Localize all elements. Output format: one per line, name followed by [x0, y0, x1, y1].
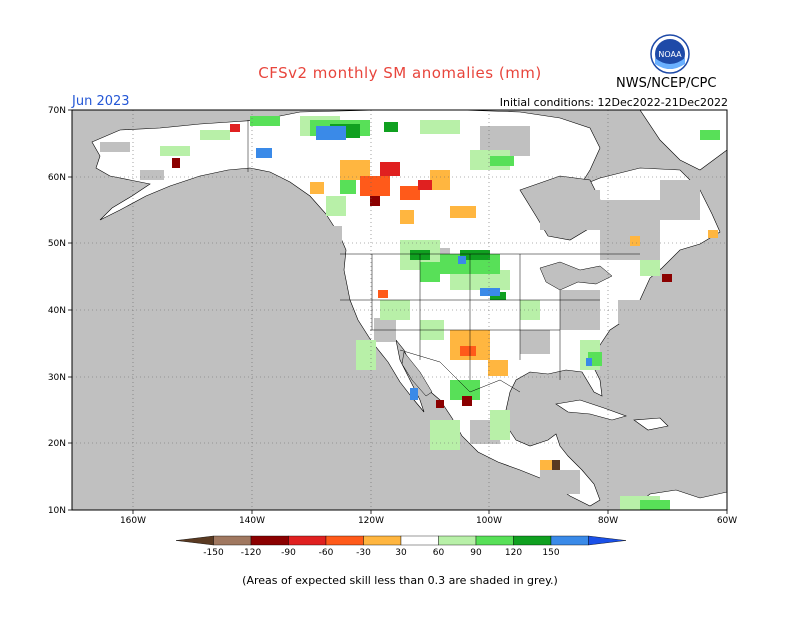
colorbar-label: -150 [203, 548, 224, 558]
x-tick-label: 120W [358, 516, 384, 526]
y-tick-label: 60N [48, 173, 66, 183]
svg-text:NOAA: NOAA [658, 50, 682, 59]
y-tick-label: 40N [48, 306, 66, 316]
greenland-land [639, 110, 727, 171]
colorbar-segment [400, 535, 439, 546]
noaa-logo: NOAA [650, 34, 690, 74]
colorbar-segment [550, 535, 589, 546]
colorbar-label: 150 [542, 548, 559, 558]
y-tick-label: 20N [48, 439, 66, 449]
colorbar-segment [175, 535, 214, 546]
colorbar-label: -30 [356, 548, 371, 558]
anomaly-cells [160, 116, 720, 510]
x-tick-label: 140W [239, 516, 265, 526]
colorbar-segment [475, 535, 514, 546]
colorbar-label: 120 [505, 548, 522, 558]
colorbar-label: 90 [470, 548, 482, 558]
colorbar-label: 60 [433, 548, 445, 558]
colorbar-segment [363, 535, 402, 546]
organization-label: NWS/NCEP/CPC [616, 76, 717, 91]
map-title: CFSv2 monthly SM anomalies (mm) [258, 64, 542, 82]
skill-footnote: (Areas of expected skill less than 0.3 a… [242, 574, 558, 587]
gulf-of-california [401, 351, 433, 397]
y-tick-label: 70N [48, 106, 66, 116]
gridlines [72, 110, 727, 510]
forecast-month: Jun 2023 [72, 94, 130, 109]
cuba-land [555, 399, 627, 421]
x-tick-label: 100W [476, 516, 502, 526]
colorbar-label: -120 [241, 548, 262, 558]
colorbar: -150 -120 -90 -60 -30 30 60 90 120 150 [175, 535, 627, 558]
colorbar-label: 30 [395, 548, 407, 558]
political-borders [247, 120, 640, 393]
initial-conditions: Initial conditions: 12Dec2022-21Dec2022 [499, 96, 728, 109]
x-tick-label: 80W [598, 516, 618, 526]
colorbar-segment [438, 535, 477, 546]
colorbar-label: -90 [281, 548, 296, 558]
colorbar-segment [325, 535, 364, 546]
colorbar-segment [288, 535, 327, 546]
hispaniola-land [633, 417, 669, 431]
y-tick-label: 10N [48, 506, 66, 516]
x-tick-label: 60W [717, 516, 737, 526]
y-tick-label: 30N [48, 373, 66, 383]
colorbar-segment [213, 535, 252, 546]
colorbar-segment [250, 535, 289, 546]
great-lakes [539, 261, 613, 291]
colorbar-label: -60 [319, 548, 334, 558]
colorbar-segment [513, 535, 552, 546]
x-tick-label: 160W [120, 516, 146, 526]
colorbar-segment [588, 535, 627, 546]
y-tick-label: 50N [48, 239, 66, 249]
